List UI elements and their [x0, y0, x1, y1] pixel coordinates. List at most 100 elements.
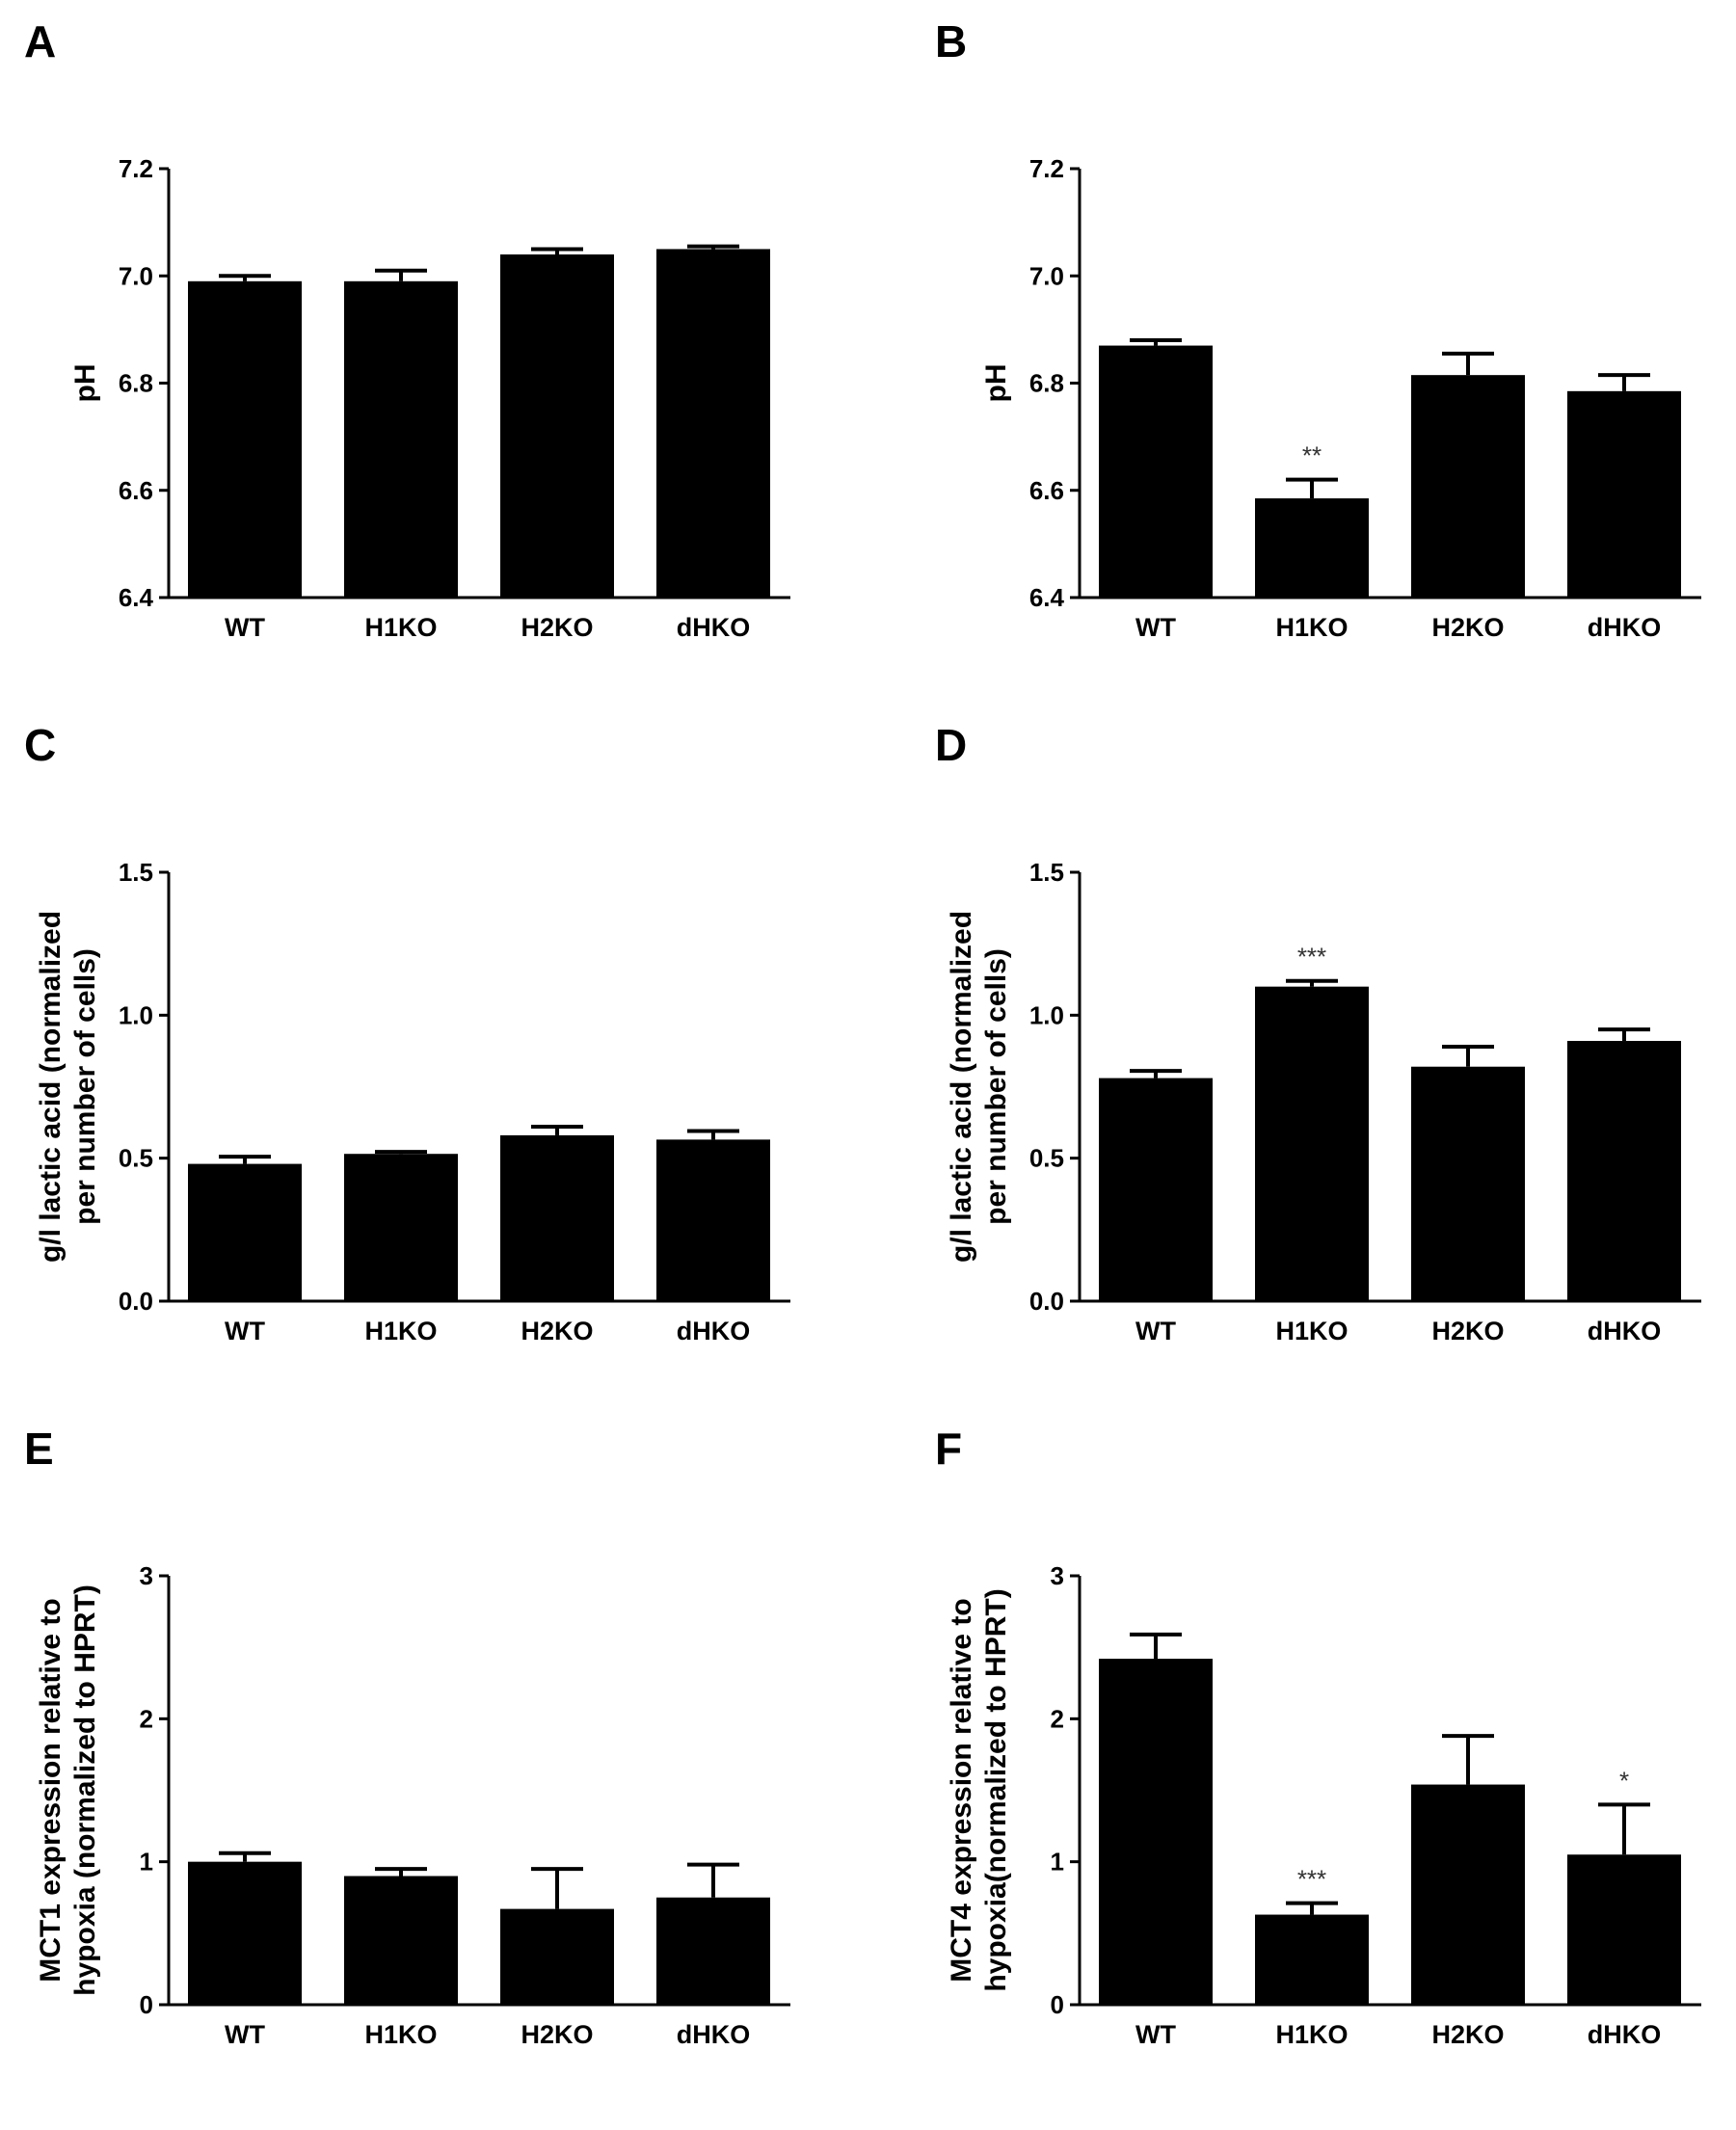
bar	[1099, 1078, 1213, 1301]
y-axis-title: g/l lactic acid (normalized	[946, 911, 977, 1263]
significance-label: **	[1302, 441, 1322, 470]
y-tick-label: 7.0	[119, 261, 153, 290]
panel-c: C 0.0 0.5 1.0 1.5 g/l lactic acid (normalize…	[0, 723, 868, 1426]
y-axis-title: pH	[980, 364, 1012, 403]
y-tick-label: 6.4	[119, 583, 154, 612]
y-tick-label: 3	[1051, 1561, 1064, 1590]
y-tick-label: 0.0	[1029, 1287, 1064, 1316]
x-tick-label: WT	[225, 2020, 265, 2049]
y-tick-label: 1.0	[119, 1000, 153, 1029]
bar	[188, 280, 302, 598]
x-tick-label: H2KO	[1431, 1317, 1504, 1345]
x-tick-label: WT	[1135, 613, 1176, 642]
x-tick-label: H1KO	[1275, 1317, 1348, 1345]
x-tick-label: dHKO	[1588, 613, 1662, 642]
y-tick-label: 2	[1051, 1704, 1064, 1733]
bar	[1567, 390, 1681, 598]
panel-label: A	[24, 16, 57, 67]
bar-chart-c: 0.0 0.5 1.0 1.5 g/l lactic acid (normalized p…	[35, 858, 790, 1345]
panel-label: F	[935, 1424, 963, 1474]
y-axis-title: hypoxia (normalized to HPRT)	[69, 1584, 101, 1996]
y-tick-label: 2	[140, 1704, 153, 1733]
panel-a: A 6.4 6.6 6.8 7.0 7.2 pH WT H1KO H2KO dHKO	[0, 19, 868, 723]
panel-e: E 0 1 2 3 MCT1 expression relative to hypoxia…	[0, 1426, 868, 2130]
bar	[344, 280, 458, 598]
bar	[188, 1861, 302, 2005]
bar-chart-f: 0 1 2 3 MCT4 expression relative to hypoxia(n…	[946, 1561, 1701, 2049]
x-tick-label: dHKO	[1588, 1317, 1662, 1345]
bar-chart-a: 6.4 6.6 6.8 7.0 7.2 pH WT H1KO H2KO dHKO	[69, 154, 790, 642]
y-tick-label: 6.6	[1029, 476, 1064, 505]
significance-label: ***	[1297, 1865, 1326, 1894]
x-tick-label: H2KO	[1431, 2020, 1504, 2049]
y-tick-label: 1	[1051, 1848, 1064, 1877]
significance-label: *	[1619, 1766, 1629, 1795]
x-tick-label: WT	[225, 1317, 265, 1345]
y-axis-title: MCT1 expression relative to	[35, 1598, 67, 1982]
bar	[1411, 1784, 1525, 2005]
x-tick-label: H1KO	[1275, 2020, 1348, 2049]
x-tick-label: H1KO	[364, 2020, 437, 2049]
y-axis-title: per number of cells)	[69, 948, 101, 1225]
y-axis-title: hypoxia(normalized to HPRT)	[980, 1588, 1012, 1991]
bar	[1411, 1066, 1525, 1301]
bar	[500, 254, 614, 598]
x-tick-label: H1KO	[1275, 613, 1348, 642]
panel-f: F 0 1 2 3 MCT4 expression relative to hypoxia…	[911, 1426, 1736, 2130]
bar	[1255, 498, 1369, 598]
x-tick-label: dHKO	[677, 613, 751, 642]
y-tick-label: 0	[1051, 1990, 1064, 2019]
y-tick-label: 7.0	[1029, 261, 1064, 290]
bar	[656, 249, 770, 598]
y-tick-label: 1	[140, 1848, 153, 1877]
bar	[1255, 1914, 1369, 2005]
y-tick-label: 0	[140, 1990, 153, 2019]
x-tick-label: WT	[225, 613, 265, 642]
y-axis-title: per number of cells)	[980, 948, 1012, 1225]
bar	[1099, 345, 1213, 598]
bar	[1411, 375, 1525, 598]
bar	[344, 1154, 458, 1301]
bar	[500, 1134, 614, 1301]
panel-label: B	[935, 16, 968, 67]
x-tick-label: H2KO	[521, 2020, 593, 2049]
bar	[1567, 1854, 1681, 2005]
bar	[344, 1876, 458, 2005]
bar	[1567, 1041, 1681, 1301]
panel-d: D 0.0 0.5 1.0 1.5 g/l lactic acid (normalize…	[911, 723, 1736, 1426]
x-tick-label: H1KO	[364, 1317, 437, 1345]
y-tick-label: 6.8	[1029, 369, 1064, 398]
bar-chart-b: 6.4 6.6 6.8 7.0 7.2 pH WT H1KO ** H2KO dHKO	[980, 154, 1701, 642]
x-tick-label: H1KO	[364, 613, 437, 642]
x-tick-label: H2KO	[1431, 613, 1504, 642]
panel-label: D	[935, 720, 968, 770]
panel-b: B 6.4 6.6 6.8 7.0 7.2 pH WT H1KO ** H2KO dHKO	[911, 19, 1736, 723]
y-tick-label: 7.2	[119, 154, 153, 183]
bar-chart-e: 0 1 2 3 MCT1 expression relative to hypoxia (…	[35, 1561, 790, 2049]
y-tick-label: 1.0	[1029, 1000, 1064, 1029]
significance-label: ***	[1297, 943, 1326, 972]
y-tick-label: 0.5	[1029, 1144, 1064, 1173]
bar	[1255, 986, 1369, 1301]
bar-chart-d: 0.0 0.5 1.0 1.5 g/l lactic acid (normalized p…	[946, 858, 1701, 1345]
y-tick-label: 6.6	[119, 476, 153, 505]
y-tick-label: 0.0	[119, 1287, 153, 1316]
y-axis-title: pH	[69, 364, 101, 403]
bar	[656, 1139, 770, 1301]
panel-label: C	[24, 720, 57, 770]
bar	[1099, 1659, 1213, 2005]
x-tick-label: H2KO	[521, 613, 593, 642]
bar	[500, 1908, 614, 2005]
bar	[656, 1897, 770, 2005]
y-tick-label: 7.2	[1029, 154, 1064, 183]
bar	[188, 1163, 302, 1301]
panel-label: E	[24, 1424, 54, 1474]
x-tick-label: dHKO	[677, 1317, 751, 1345]
y-tick-label: 0.5	[119, 1144, 153, 1173]
x-tick-label: H2KO	[521, 1317, 593, 1345]
y-axis-title: g/l lactic acid (normalized	[35, 911, 67, 1263]
y-tick-label: 6.8	[119, 369, 153, 398]
y-tick-label: 6.4	[1029, 583, 1065, 612]
x-tick-label: WT	[1135, 1317, 1176, 1345]
x-tick-label: dHKO	[1588, 2020, 1662, 2049]
